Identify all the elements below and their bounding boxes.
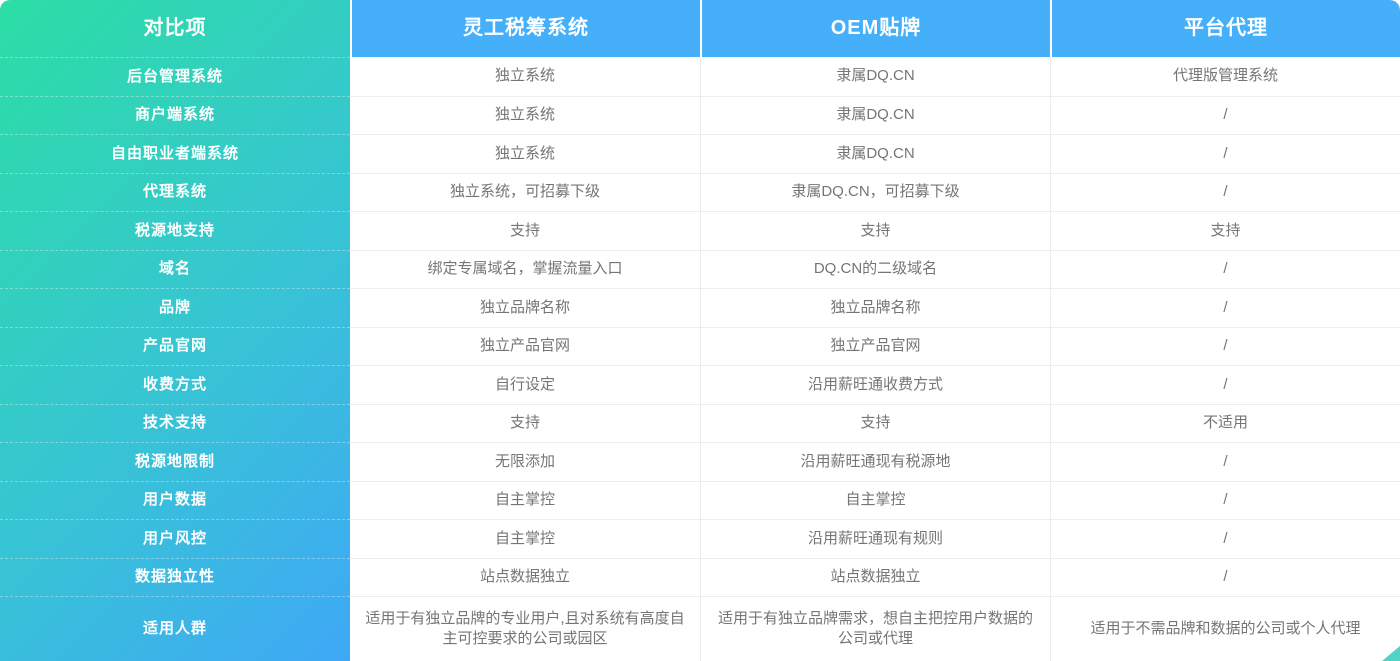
row-cell: 自主掌控 — [700, 480, 1050, 519]
row-cell: 独立产品官网 — [350, 326, 700, 365]
table-row: 适用人群 适用于有独立品牌的专业用户,且对系统有高度自主可控要求的公司或园区 适… — [0, 596, 1400, 661]
row-label: 税源地限制 — [0, 442, 350, 481]
row-cell: / — [1050, 557, 1400, 596]
column-header-comparison-item: 对比项 — [143, 17, 207, 39]
row-cell: 隶属DQ.CN — [700, 134, 1050, 173]
column-header-oem-branding: OEM贴牌 — [700, 0, 1050, 57]
table-row: 用户数据 自主掌控 自主掌控 / — [0, 480, 1400, 520]
table-row: 品牌 独立品牌名称 独立品牌名称 / — [0, 288, 1400, 327]
table-row: 自由职业者端系统 独立系统 隶属DQ.CN / — [0, 134, 1400, 173]
column-header-flexwork-tax-system: 灵工税筹系统 — [350, 0, 700, 57]
row-cell: 适用于有独立品牌的专业用户,且对系统有高度自主可控要求的公司或园区 — [350, 596, 700, 661]
row-cell: 沿用薪旺通收费方式 — [700, 365, 1050, 404]
corner-decoration — [1382, 646, 1400, 661]
table-row: 商户端系统 独立系统 隶属DQ.CN / — [0, 95, 1400, 135]
table-row: 后台管理系统 独立系统 隶属DQ.CN 代理版管理系统 — [0, 57, 1400, 96]
row-cell: / — [1050, 249, 1400, 288]
row-label: 产品官网 — [0, 326, 350, 366]
row-cell: 隶属DQ.CN — [700, 57, 1050, 96]
row-cell: / — [1050, 95, 1400, 134]
row-label: 用户数据 — [0, 480, 350, 520]
row-cell: DQ.CN的二级域名 — [700, 249, 1050, 288]
row-cell: 独立品牌名称 — [700, 288, 1050, 327]
row-cell: 支持 — [350, 403, 700, 442]
table-row: 税源地支持 支持 支持 支持 — [0, 211, 1400, 250]
row-cell: / — [1050, 519, 1400, 558]
row-cell: 隶属DQ.CN，可招募下级 — [700, 172, 1050, 211]
row-label: 用户风控 — [0, 519, 350, 558]
row-label: 域名 — [0, 249, 350, 289]
row-cell: 适用于不需品牌和数据的公司或个人代理 — [1050, 596, 1400, 661]
row-cell: 无限添加 — [350, 442, 700, 481]
table-row: 代理系统 独立系统，可招募下级 隶属DQ.CN，可招募下级 / — [0, 172, 1400, 212]
table-header-row: 对比项 灵工税筹系统 OEM贴牌 平台代理 — [0, 0, 1400, 57]
row-label: 技术支持 — [0, 403, 350, 443]
row-cell: 自主掌控 — [350, 480, 700, 519]
row-cell: 支持 — [700, 403, 1050, 442]
row-cell: / — [1050, 326, 1400, 365]
row-cell: / — [1050, 480, 1400, 519]
row-cell: 自主掌控 — [350, 519, 700, 558]
row-cell: 站点数据独立 — [350, 557, 700, 596]
row-cell: 独立系统 — [350, 57, 700, 96]
row-label: 代理系统 — [0, 172, 350, 212]
row-label: 后台管理系统 — [0, 57, 350, 96]
row-cell: 独立品牌名称 — [350, 288, 700, 327]
row-cell: 隶属DQ.CN — [700, 95, 1050, 134]
table-row: 技术支持 支持 支持 不适用 — [0, 403, 1400, 443]
row-cell: 支持 — [700, 211, 1050, 250]
row-label: 适用人群 — [0, 596, 350, 661]
row-cell: 独立系统 — [350, 134, 700, 173]
row-cell: / — [1050, 288, 1400, 327]
row-cell: 不适用 — [1050, 403, 1400, 442]
row-cell: 支持 — [350, 211, 700, 250]
row-cell: 独立产品官网 — [700, 326, 1050, 365]
row-cell: / — [1050, 442, 1400, 481]
row-label: 数据独立性 — [0, 557, 350, 597]
row-label: 品牌 — [0, 288, 350, 327]
table-row: 用户风控 自主掌控 沿用薪旺通现有规则 / — [0, 519, 1400, 558]
row-cell: 绑定专属域名，掌握流量入口 — [350, 249, 700, 288]
row-cell: 代理版管理系统 — [1050, 57, 1400, 96]
row-cell: 沿用薪旺通现有规则 — [700, 519, 1050, 558]
row-cell: 站点数据独立 — [700, 557, 1050, 596]
row-label: 自由职业者端系统 — [0, 134, 350, 173]
table-row: 数据独立性 站点数据独立 站点数据独立 / — [0, 557, 1400, 597]
left-column-gradient-background — [0, 0, 350, 661]
table-row: 产品官网 独立产品官网 独立产品官网 / — [0, 326, 1400, 366]
row-cell: / — [1050, 365, 1400, 404]
row-cell: / — [1050, 172, 1400, 211]
row-cell: 独立系统，可招募下级 — [350, 172, 700, 211]
row-label: 税源地支持 — [0, 211, 350, 250]
row-label: 商户端系统 — [0, 95, 350, 135]
row-cell: 自行设定 — [350, 365, 700, 404]
table-row: 收费方式 自行设定 沿用薪旺通收费方式 / — [0, 365, 1400, 404]
row-cell: / — [1050, 134, 1400, 173]
row-cell: 沿用薪旺通现有税源地 — [700, 442, 1050, 481]
row-cell: 独立系统 — [350, 95, 700, 134]
row-cell: 适用于有独立品牌需求，想自主把控用户数据的公司或代理 — [700, 596, 1050, 661]
row-cell: 支持 — [1050, 211, 1400, 250]
table-row: 域名 绑定专属域名，掌握流量入口 DQ.CN的二级域名 / — [0, 249, 1400, 289]
table-row: 税源地限制 无限添加 沿用薪旺通现有税源地 / — [0, 442, 1400, 481]
row-label: 收费方式 — [0, 365, 350, 404]
column-header-platform-agent: 平台代理 — [1050, 0, 1400, 57]
